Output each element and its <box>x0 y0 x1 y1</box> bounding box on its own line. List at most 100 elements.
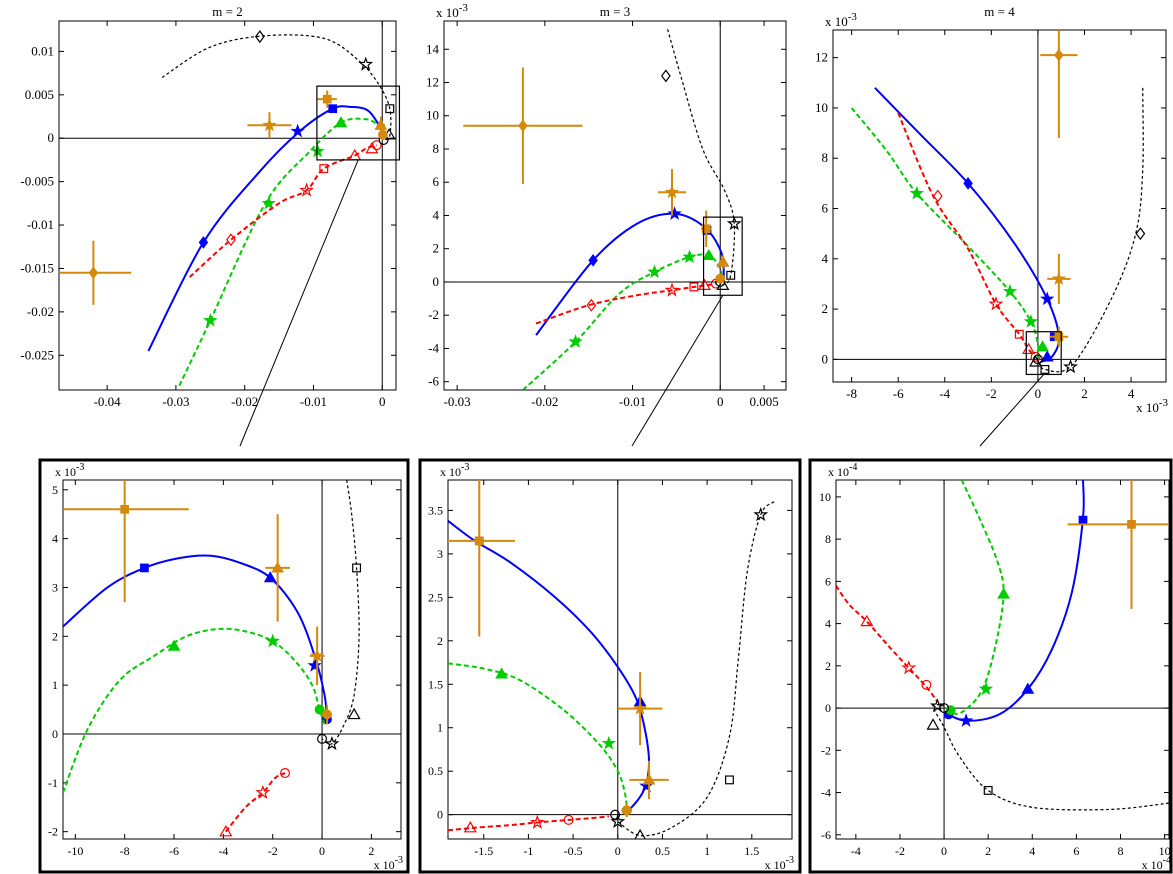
x-exponent-label: x 10-3 <box>1136 397 1168 415</box>
series-point <box>726 215 742 231</box>
series-point <box>365 141 379 154</box>
series-point <box>1002 283 1018 298</box>
y-tick-label: -4 <box>428 340 439 355</box>
series-point <box>254 30 265 44</box>
series-point <box>1030 351 1041 362</box>
series-point <box>926 718 940 730</box>
y-tick-label: 2 <box>52 629 58 643</box>
errorbar-point <box>1054 48 1064 62</box>
plot-content <box>850 30 1146 374</box>
y-tick-label: 4 <box>822 251 829 266</box>
series-point <box>647 264 662 279</box>
x-tick-label: 0.005 <box>749 394 778 409</box>
chart-panel-2: -0.03 -0.02 -0.01 0 0.005 -6 -4 -2 0 2 4 6 8 10 12 14 x … <box>426 2 787 409</box>
series-point <box>716 278 730 291</box>
series-point <box>634 828 646 839</box>
errorbar-point <box>664 184 680 199</box>
x-tick-label: -0.03 <box>444 394 471 409</box>
series-line <box>535 282 717 325</box>
x-tick-label: 4 <box>1029 844 1035 858</box>
zoom-connector-3 <box>979 374 1045 447</box>
errorbar-point <box>1054 332 1064 342</box>
y-tick-label: 1 <box>437 721 443 735</box>
series-line <box>448 815 609 832</box>
series-point <box>317 733 328 744</box>
plot-content <box>448 480 775 839</box>
x-tick-label: -0.01 <box>300 394 327 409</box>
y-tick-label: 5 <box>52 483 58 497</box>
series-point <box>1063 359 1078 374</box>
y-tick-label: -1 <box>48 776 58 790</box>
chart-panel-5: -1.5 -1 -0.5 0 0.5 1 1.5 0 0.5 1 1.5 2 2.5 3 3.5 x 10-3… <box>428 462 794 872</box>
errorbar-point <box>88 266 99 280</box>
series-point <box>203 313 218 327</box>
plot-area <box>443 20 787 391</box>
series-point <box>1040 291 1055 306</box>
series-point <box>939 703 950 714</box>
y-tick-label: 10 <box>815 100 828 115</box>
chart-panel-3: -8 -6 -4 -2 0 2 4 0 2 4 6 8 10 12 x 10-3 x 10-3 m = 4 <box>815 4 1168 415</box>
series-point <box>682 249 697 264</box>
series-point <box>1021 682 1035 694</box>
errorbar-point <box>322 709 332 720</box>
x-tick-label: 2 <box>368 844 374 858</box>
y-tick-label: 3 <box>437 547 443 561</box>
series-point <box>726 270 736 280</box>
x-tick-label: 0 <box>319 844 325 858</box>
y-tick-label: 0 <box>433 274 440 289</box>
y-tick-label: 0 <box>825 701 831 715</box>
series-line <box>836 585 939 703</box>
series-point <box>586 298 597 312</box>
x-tick-label: 0.5 <box>655 844 670 858</box>
series-point <box>963 177 973 190</box>
chart-title: m = 4 <box>984 4 1015 19</box>
series-point <box>664 282 680 297</box>
y-exponent-label: x 10-3 <box>440 462 469 479</box>
x-tick-label: 1 <box>704 844 710 858</box>
series-point <box>495 667 508 679</box>
series-point <box>328 104 338 114</box>
y-tick-label: 2 <box>437 634 443 648</box>
series-line <box>448 662 628 808</box>
errorbar-point <box>374 118 388 130</box>
series-point <box>385 104 395 114</box>
series-point <box>463 820 477 833</box>
plot-area <box>835 479 1170 840</box>
series-point <box>667 206 682 220</box>
series-point <box>860 614 874 627</box>
series-point <box>299 182 315 197</box>
y-tick-label: 0 <box>52 727 58 741</box>
series-point <box>140 563 149 573</box>
series-point <box>280 768 291 779</box>
series-point <box>334 116 348 128</box>
series-point <box>1078 515 1088 525</box>
y-tick-label: 8 <box>433 141 440 156</box>
y-tick-label: -6 <box>821 828 831 842</box>
series-point <box>660 69 671 83</box>
y-tick-label: 3 <box>52 580 58 594</box>
series-point <box>702 248 716 260</box>
y-tick-label: 2 <box>433 241 440 256</box>
x-tick-label: -0.03 <box>162 394 189 409</box>
x-tick-label: -2 <box>986 386 997 401</box>
errorbar-point <box>716 255 730 267</box>
errorbar-point <box>262 117 277 132</box>
x-tick-label: -10 <box>67 844 83 858</box>
series-point <box>610 813 626 828</box>
x-tick-label: 1.5 <box>744 844 759 858</box>
series-point <box>988 296 1004 311</box>
y-tick-label: 6 <box>433 174 440 189</box>
series-point <box>167 639 181 651</box>
y-tick-label: 0.5 <box>428 764 443 778</box>
y-tick-label: 0 <box>48 130 55 145</box>
series-line <box>189 144 378 278</box>
chart-panel-1: -0.04 -0.03 -0.02 -0.01 0 -0.025 -0.02 -0.015 -0… <box>20 4 401 409</box>
y-tick-label: 0.005 <box>25 87 54 102</box>
series-point <box>921 679 932 690</box>
plot-content <box>59 30 396 387</box>
series-line <box>874 87 1060 363</box>
series-point <box>265 633 280 648</box>
errorbar-point <box>474 536 484 546</box>
